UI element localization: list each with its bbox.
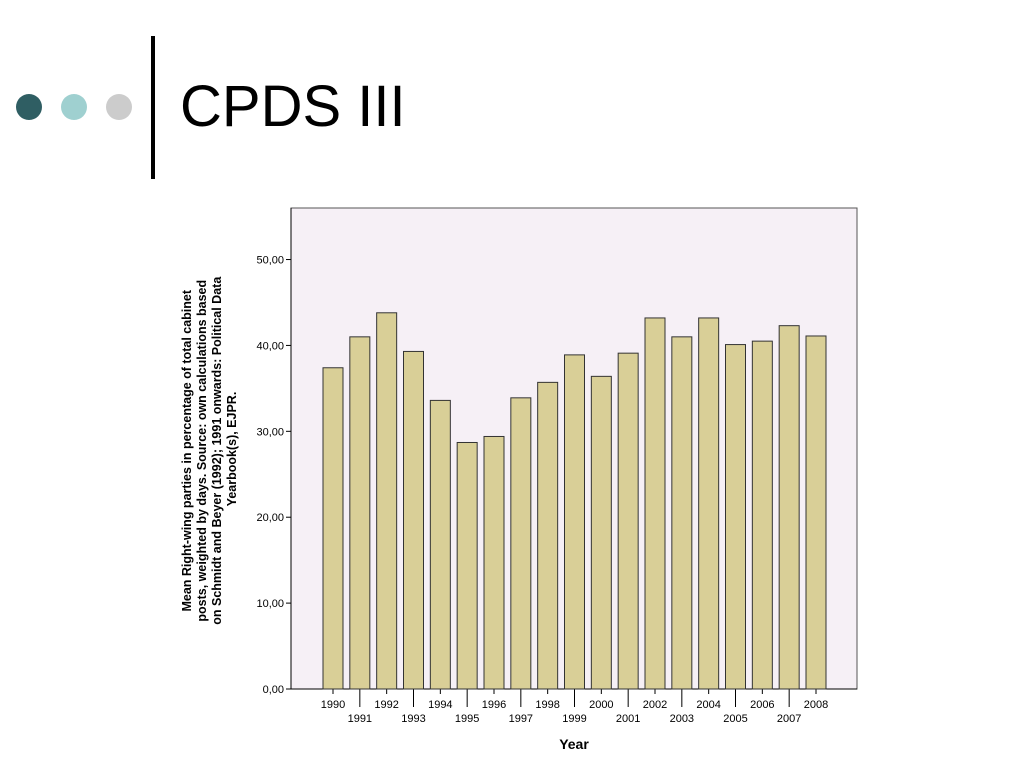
y-ticks: 0,00 10,00 20,00 30,00 40,00 50,00 bbox=[256, 255, 291, 696]
bar-2007 bbox=[778, 325, 800, 690]
bar-1990 bbox=[322, 367, 344, 690]
x-tick-label-2007: 2007 bbox=[777, 713, 801, 725]
x-tick-label-2000: 2000 bbox=[589, 699, 613, 711]
bar-2000 bbox=[590, 375, 612, 690]
bullet-dot-teal bbox=[61, 94, 87, 120]
y-tick-label: 40,00 bbox=[256, 340, 284, 352]
bullet-dot-dark bbox=[16, 94, 42, 120]
bar-2006 bbox=[751, 340, 773, 690]
x-axis: 1990199119921993199419951996199719981999… bbox=[291, 688, 857, 725]
bullet-dot-gray bbox=[106, 94, 132, 120]
y-axis: 0,00 10,00 20,00 30,00 40,00 50,00 bbox=[256, 208, 292, 696]
bar-1995 bbox=[456, 441, 478, 690]
bar-1992 bbox=[376, 312, 398, 690]
svg-text:Mean Right-wing parties in per: Mean Right-wing parties in percentage of… bbox=[180, 273, 239, 625]
bar-1993 bbox=[403, 350, 424, 690]
bar-1994 bbox=[429, 399, 451, 690]
bar-1991 bbox=[349, 336, 371, 690]
x-tick-label-1991: 1991 bbox=[348, 713, 372, 725]
bar-2003 bbox=[671, 336, 693, 690]
y-axis-title-line-3: on Schmidt and Beyer (1992); 1991 onward… bbox=[210, 276, 224, 625]
slide-bullets bbox=[16, 94, 132, 120]
x-tick-label-1998: 1998 bbox=[535, 699, 559, 711]
bar-2002 bbox=[644, 317, 666, 690]
bar-2005 bbox=[725, 344, 746, 690]
y-tick-label: 10,00 bbox=[256, 598, 284, 610]
bar-1997 bbox=[510, 397, 532, 690]
x-tick-label-2008: 2008 bbox=[804, 699, 828, 711]
slide-title: CPDS III bbox=[180, 74, 406, 139]
x-tick-label-1997: 1997 bbox=[509, 713, 533, 725]
y-tick-label: 20,00 bbox=[256, 512, 284, 524]
x-axis-title: Year bbox=[559, 736, 589, 752]
bar-2001 bbox=[617, 352, 639, 690]
bar-1998 bbox=[537, 381, 559, 690]
x-tick-label-2001: 2001 bbox=[616, 713, 640, 725]
bar-2008 bbox=[805, 335, 827, 690]
x-tick-label-1995: 1995 bbox=[455, 713, 479, 725]
bar-1999 bbox=[564, 354, 585, 690]
x-ticks: 1990199119921993199419951996199719981999… bbox=[321, 689, 828, 725]
x-tick-label-1993: 1993 bbox=[401, 713, 425, 725]
x-tick-label-2005: 2005 bbox=[723, 713, 747, 725]
x-tick-label-2004: 2004 bbox=[696, 699, 720, 711]
x-tick-label-2002: 2002 bbox=[643, 699, 667, 711]
y-tick-label: 50,00 bbox=[256, 255, 284, 267]
bars bbox=[322, 312, 827, 690]
y-axis-title-line-1: Mean Right-wing parties in percentage of… bbox=[180, 289, 194, 611]
y-axis-title: Mean Right-wing parties in percentage of… bbox=[180, 273, 239, 625]
x-tick-label-1996: 1996 bbox=[482, 699, 506, 711]
x-tick-label-1999: 1999 bbox=[562, 713, 586, 725]
x-tick-label-2003: 2003 bbox=[670, 713, 694, 725]
x-tick-label-1990: 1990 bbox=[321, 699, 345, 711]
x-tick-label-1992: 1992 bbox=[374, 699, 398, 711]
y-tick-label: 30,00 bbox=[256, 426, 284, 438]
title-divider bbox=[151, 36, 155, 179]
x-tick-label-1994: 1994 bbox=[428, 699, 452, 711]
y-axis-title-line-4: Yearbook(s), EJPR. bbox=[225, 392, 239, 507]
y-axis-title-line-2: posts, weighted by days. Source: own cal… bbox=[195, 280, 209, 622]
x-tick-label-2006: 2006 bbox=[750, 699, 774, 711]
bar-1996 bbox=[483, 435, 505, 690]
bar-2004 bbox=[698, 317, 720, 690]
y-tick-label: 0,00 bbox=[263, 684, 284, 696]
